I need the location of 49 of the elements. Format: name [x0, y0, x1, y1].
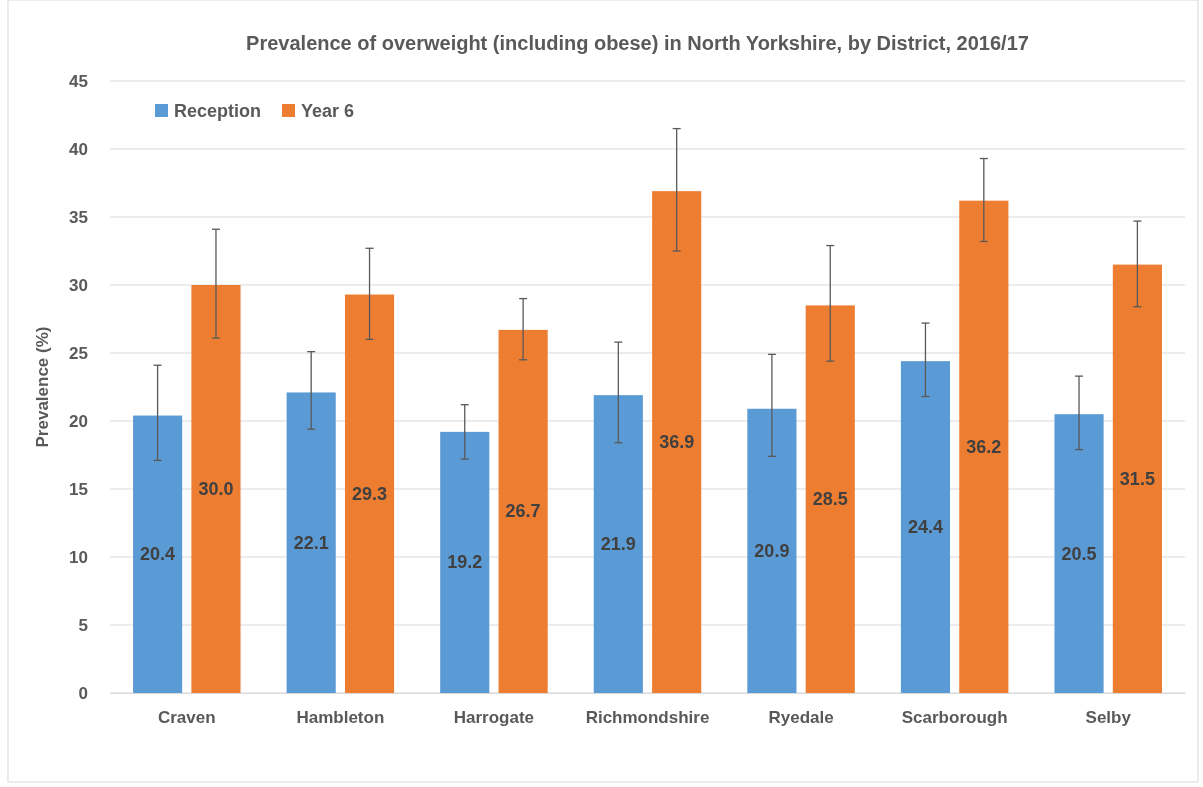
bar: [191, 285, 241, 693]
x-tick-label: Richmondshire: [585, 708, 710, 728]
data-label: 36.9: [659, 432, 695, 453]
data-label: 31.5: [1119, 468, 1155, 489]
bar: [498, 329, 548, 693]
data-label: 20.4: [140, 544, 176, 565]
bar: [805, 305, 855, 693]
y-tick-label: 10: [69, 547, 88, 567]
x-tick-label: Harrogate: [453, 708, 535, 728]
y-tick-label: 20: [69, 411, 88, 431]
bar: [133, 415, 183, 693]
bar: [900, 361, 951, 693]
x-tick-label: Craven: [157, 708, 216, 728]
bar: [959, 200, 1009, 693]
bar: [652, 191, 702, 693]
legend-label: Year 6: [301, 101, 355, 121]
data-label: 36.2: [966, 436, 1002, 457]
y-tick-label: 25: [69, 343, 88, 363]
data-label: 19.2: [447, 552, 483, 573]
data-label: 26.7: [505, 501, 541, 522]
x-tick-label: Selby: [1085, 708, 1132, 728]
data-label: 21.9: [600, 534, 636, 555]
bar: [344, 294, 395, 693]
y-tick-label: 5: [78, 615, 88, 635]
data-label: 28.5: [812, 489, 848, 510]
data-label: 30.0: [198, 479, 234, 499]
data-label: 20.5: [1061, 543, 1097, 564]
bar: [286, 392, 336, 693]
bar: [593, 395, 643, 693]
y-tick-label: 40: [69, 139, 88, 159]
y-tick-label: 15: [69, 479, 88, 499]
x-tick-label: Scarborough: [901, 708, 1008, 728]
x-tick-label: Hambleton: [296, 708, 385, 728]
bar: [1112, 264, 1162, 693]
bar: [440, 431, 490, 693]
y-axis-title: Prevalence (%): [33, 326, 52, 448]
x-tick-label: Ryedale: [768, 708, 834, 728]
y-tick-label: 45: [69, 71, 88, 91]
legend-label: Reception: [174, 101, 262, 121]
bar: [1054, 414, 1104, 693]
data-label: 29.3: [352, 483, 388, 504]
data-label: 20.9: [754, 540, 790, 561]
data-label: 22.1: [293, 532, 329, 553]
bar: [747, 408, 797, 693]
y-tick-label: 0: [78, 683, 88, 703]
y-tick-label: 35: [69, 207, 88, 227]
chart-title: Prevalence of overweight (including obese) in North Yorkshire, by District, 2016/17: [246, 32, 1029, 54]
y-tick-label: 30: [69, 275, 88, 295]
data-label: 24.4: [907, 517, 943, 538]
